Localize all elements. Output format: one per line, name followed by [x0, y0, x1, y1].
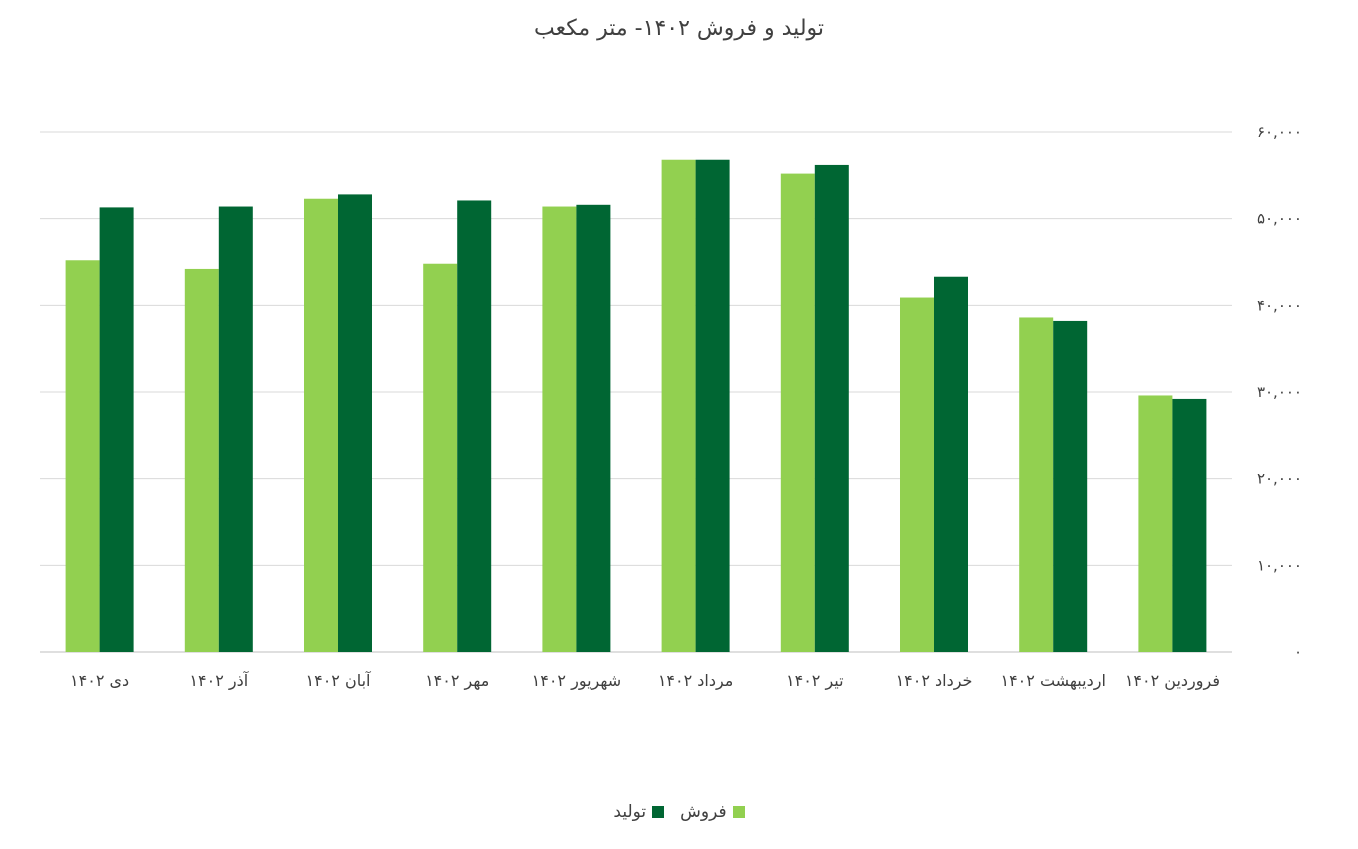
bar-sales [65, 260, 100, 652]
bar-sales [542, 206, 577, 653]
bar-production [576, 204, 611, 653]
x-category-label: شهریور ۱۴۰۲ [532, 671, 622, 691]
legend-item-sales: فروش [680, 802, 745, 822]
legend-item-production: تولید [613, 802, 665, 822]
bar-production [814, 164, 849, 652]
bar-sales [661, 159, 696, 652]
bar-production [99, 207, 134, 652]
y-tick-label: ۳۰,۰۰۰ [1257, 383, 1302, 401]
bar-production [934, 276, 968, 652]
bar-sales [184, 268, 219, 652]
bar-sales [1019, 317, 1054, 652]
y-tick-label: ۲۰,۰۰۰ [1257, 470, 1302, 488]
x-category-label: آبان ۱۴۰۲ [306, 671, 373, 690]
legend-swatch-sales [732, 806, 745, 818]
x-category-label: اردیبهشت ۱۴۰۲ [1000, 671, 1105, 691]
x-category-label: آذر ۱۴۰۲ [189, 671, 249, 691]
legend-swatch-production [652, 806, 665, 818]
bar-production [1172, 398, 1207, 652]
x-category-label: فروردین ۱۴۰۲ [1125, 671, 1220, 691]
x-category-label: تیر ۱۴۰۲ [786, 671, 844, 691]
legend-label-sales: فروش [680, 802, 727, 822]
x-axis-category-labels: دی ۱۴۰۲ آذر ۱۴۰۲ آبان ۱۴۰۲ مهر ۱۴۰۲ شهریور ۱… [70, 671, 1220, 691]
bar-production [218, 206, 253, 653]
x-category-label: دی ۱۴۰۲ [70, 671, 129, 690]
y-tick-label: ۶۰,۰۰۰ [1257, 123, 1302, 141]
bar-production [1053, 320, 1088, 652]
y-tick-label: ۴۰,۰۰۰ [1257, 296, 1302, 314]
bar-production [457, 200, 492, 652]
y-axis-tick-labels: ۰ ۱۰,۰۰۰ ۲۰,۰۰۰ ۳۰,۰۰۰ ۴۰,۰۰۰ ۵۰,۰۰۰ ۶۰,۰۰۰ [1257, 123, 1302, 661]
bar-sales [780, 173, 815, 652]
x-category-label: خرداد ۱۴۰۲ [896, 671, 973, 691]
x-category-label: مرداد ۱۴۰۲ [658, 671, 734, 691]
y-tick-label: ۵۰,۰۰۰ [1257, 210, 1302, 228]
bar-sales [900, 297, 934, 652]
bar-production [695, 159, 730, 652]
y-tick-label: ۰ [1294, 643, 1302, 661]
bars [65, 159, 1207, 653]
bar-sales [423, 263, 458, 652]
bar-sales [1138, 395, 1173, 652]
legend-label-production: تولید [613, 802, 647, 822]
y-tick-label: ۱۰,۰۰۰ [1257, 556, 1302, 574]
x-category-label: مهر ۱۴۰۲ [425, 671, 489, 691]
chart-title: تولید و فروش ۱۴۰۲- متر مکعب [533, 16, 825, 41]
legend: فروش تولید [0, 802, 1358, 822]
bar-sales [304, 198, 338, 652]
bar-production [338, 194, 372, 652]
